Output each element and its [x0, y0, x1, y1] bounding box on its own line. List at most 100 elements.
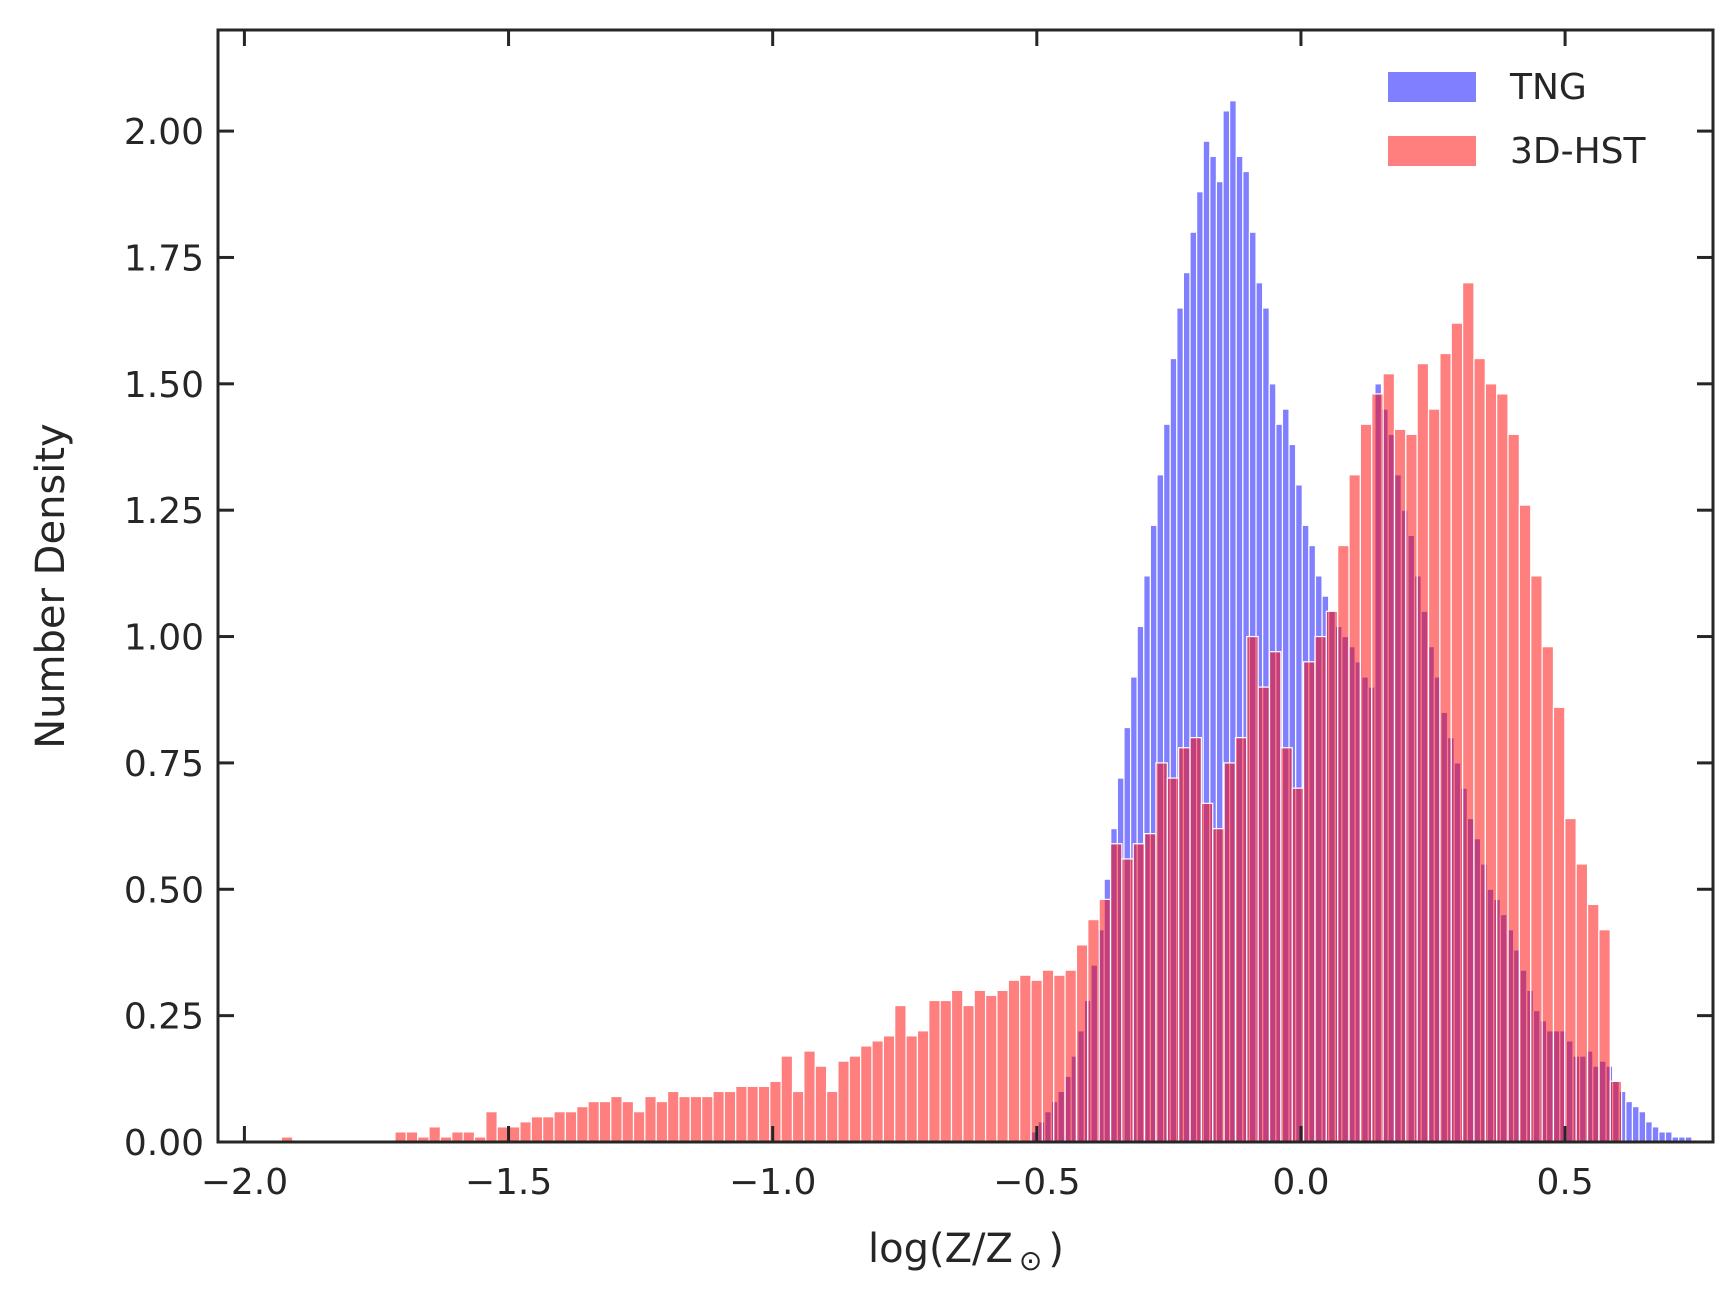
3d-hst-bar — [825, 1090, 839, 1143]
3d-hst-bar — [1030, 979, 1043, 1143]
3d-hst-bar — [1450, 322, 1464, 1143]
3d-hst-bar — [1348, 474, 1361, 1143]
3d-hst-bar — [1121, 858, 1134, 1143]
3d-hst-bar — [542, 1116, 555, 1143]
tng-bar — [1658, 1131, 1667, 1143]
3d-hst-bar — [1439, 352, 1452, 1143]
3d-hst-bar — [553, 1111, 566, 1143]
3d-hst-bar — [837, 1060, 850, 1143]
3d-hst-bar — [1302, 661, 1316, 1143]
3d-hst-bar — [1268, 651, 1282, 1143]
3d-hst-bar — [587, 1100, 601, 1143]
3d-hst-bar — [666, 1090, 680, 1143]
y-tick-label: 0.75 — [124, 744, 204, 785]
3d-hst-bar — [814, 1065, 828, 1143]
tng-bar — [1645, 1121, 1653, 1143]
3d-hst-bar — [576, 1106, 589, 1143]
x-axis-label-main: log(Z/Z — [868, 1226, 1013, 1272]
3d-hst-bar — [678, 1095, 691, 1143]
legend-swatch-3d-hst — [1388, 136, 1476, 166]
3d-hst-bar — [644, 1095, 657, 1143]
3d-hst-bar — [757, 1085, 771, 1143]
3d-hst-bar — [1359, 423, 1373, 1143]
3d-hst-bar — [1473, 357, 1486, 1143]
3d-hst-bars — [280, 282, 1623, 1143]
3d-hst-bar — [451, 1131, 464, 1143]
3d-hst-bar — [1075, 944, 1089, 1143]
y-tick-label: 1.00 — [124, 618, 204, 659]
3d-hst-bar — [916, 1030, 930, 1143]
3d-hst-bar — [1109, 843, 1123, 1143]
3d-hst-bar — [1291, 787, 1305, 1143]
3d-hst-bar — [405, 1131, 419, 1143]
axis-ticks — [218, 30, 1713, 1144]
3d-hst-bar — [1234, 737, 1248, 1143]
3d-hst-bar — [1314, 635, 1327, 1143]
3d-hst-bar — [1007, 979, 1021, 1143]
3d-hst-bar — [1189, 737, 1202, 1143]
3d-hst-bar — [496, 1126, 510, 1143]
3d-hst-bar — [950, 989, 964, 1143]
y-tick-label: 0.00 — [124, 1123, 204, 1164]
3d-hst-bar — [462, 1131, 476, 1143]
3d-hst-bar — [1280, 747, 1293, 1143]
3d-hst-bar — [860, 1045, 873, 1143]
x-axis-label-subscript: ⊙ — [1019, 1244, 1042, 1277]
3d-hst-bar — [1575, 863, 1589, 1143]
3d-hst-bar — [621, 1100, 635, 1143]
x-tick-label: 0.5 — [1536, 1162, 1593, 1203]
3d-hst-bar — [780, 1055, 794, 1143]
3d-hst-bar — [1609, 1080, 1623, 1143]
3d-hst-bar — [928, 999, 941, 1143]
3d-hst-bar — [1530, 575, 1543, 1143]
y-tick-label: 0.50 — [124, 870, 204, 911]
x-tick-label: −1.5 — [465, 1162, 552, 1203]
tng-bar — [1664, 1131, 1673, 1143]
3d-hst-bar — [735, 1085, 748, 1143]
3d-hst-bar — [530, 1116, 544, 1143]
3d-hst-bar — [655, 1100, 669, 1143]
plot-frame — [216, 28, 1715, 1144]
y-tick-label: 1.50 — [124, 365, 204, 406]
3d-hst-bar — [507, 1126, 521, 1143]
3d-hst-bar — [712, 1090, 725, 1143]
3d-hst-bar — [1019, 974, 1032, 1143]
3d-hst-bar — [394, 1131, 407, 1143]
3d-hst-bar — [1212, 828, 1225, 1143]
3d-hst-bar — [1371, 393, 1384, 1143]
3d-hst-bar — [882, 1035, 896, 1143]
3d-hst-bar — [485, 1111, 498, 1143]
legend-label-tng: TNG — [1509, 67, 1587, 108]
3d-hst-bar — [1405, 433, 1418, 1143]
legend: TNG 3D-HST — [1388, 67, 1647, 172]
3d-hst-bar — [1053, 974, 1066, 1143]
3d-hst-bar — [1087, 918, 1100, 1143]
3d-hst-bar — [564, 1111, 578, 1143]
3d-hst-bar — [1393, 428, 1407, 1143]
3d-hst-bar — [1178, 747, 1191, 1143]
tng-bar — [1625, 1100, 1634, 1143]
x-tick-label: 0.0 — [1272, 1162, 1329, 1203]
3d-hst-bar — [848, 1055, 862, 1143]
tng-bar — [1638, 1111, 1647, 1143]
3d-hst-bar — [905, 1035, 919, 1143]
3d-hst-bar — [1461, 282, 1475, 1143]
3d-hst-bar — [1518, 504, 1532, 1143]
3d-hst-bar — [1382, 373, 1396, 1143]
3d-hst-bar — [723, 1090, 737, 1143]
3d-hst-bar — [598, 1100, 612, 1143]
3d-hst-bar — [1041, 969, 1055, 1143]
x-axis-label-close: ) — [1048, 1226, 1064, 1272]
x-tick-label: −0.5 — [993, 1162, 1080, 1203]
legend-swatch-tng — [1388, 72, 1476, 102]
x-tick-label: −2.0 — [201, 1162, 288, 1203]
3d-hst-bar — [701, 1095, 714, 1143]
3d-hst-bar — [1155, 762, 1168, 1143]
3d-hst-bar — [610, 1095, 623, 1143]
3d-hst-bar — [1564, 817, 1577, 1143]
3d-hst-bar — [939, 999, 953, 1143]
y-tick-label: 0.25 — [124, 997, 204, 1038]
3d-hst-bar — [1143, 833, 1157, 1143]
3d-hst-bar — [1484, 383, 1498, 1143]
